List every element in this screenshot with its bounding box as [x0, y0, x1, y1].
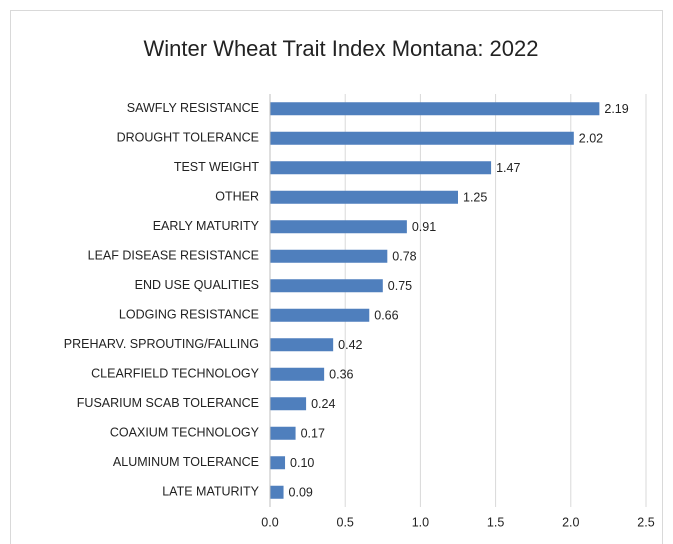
y-tick-label: TEST WEIGHT [174, 160, 260, 174]
y-tick-label: ALUMINUM TOLERANCE [113, 455, 259, 469]
bar [270, 249, 388, 263]
bar [270, 308, 370, 322]
bar [270, 279, 383, 293]
bar [270, 220, 407, 234]
x-tick-label: 2.0 [562, 515, 579, 529]
bar [270, 131, 574, 145]
bar [270, 397, 307, 411]
y-tick-label: LEAF DISEASE RESISTANCE [88, 249, 259, 263]
x-tick-label: 2.5 [637, 515, 654, 529]
value-label: 1.47 [496, 161, 520, 175]
bar [270, 338, 334, 352]
value-label: 0.78 [392, 250, 416, 264]
bar [270, 456, 286, 470]
bar [270, 367, 325, 381]
value-label: 2.02 [579, 132, 603, 146]
value-label: 1.25 [463, 191, 487, 205]
x-tick-label: 0.5 [337, 515, 354, 529]
y-tick-label: CLEARFIELD TECHNOLOGY [91, 367, 260, 381]
y-tick-label: EARLY MATURITY [153, 219, 260, 233]
value-label: 0.17 [301, 427, 325, 441]
x-tick-label: 0.0 [261, 515, 278, 529]
y-tick-label: COAXIUM TECHNOLOGY [110, 426, 260, 440]
value-label: 0.66 [374, 309, 398, 323]
y-tick-label: PREHARV. SPROUTING/FALLING [64, 337, 259, 351]
value-label: 0.09 [289, 486, 313, 500]
chart-title: Winter Wheat Trait Index Montana: 2022 [144, 36, 539, 61]
y-tick-label: END USE QUALITIES [135, 278, 259, 292]
value-label: 0.10 [290, 456, 314, 470]
bar [270, 485, 284, 499]
y-tick-label: DROUGHT TOLERANCE [117, 131, 259, 145]
y-tick-label: LATE MATURITY [162, 485, 259, 499]
value-label: 0.91 [412, 220, 436, 234]
bar [270, 426, 296, 440]
value-label: 0.24 [311, 397, 335, 411]
value-label: 2.19 [604, 102, 628, 116]
y-tick-label: LODGING RESISTANCE [119, 308, 259, 322]
value-label: 0.75 [388, 279, 412, 293]
chart-border [10, 10, 663, 544]
bar [270, 190, 458, 204]
bar [270, 161, 492, 175]
y-tick-label: SAWFLY RESISTANCE [127, 101, 259, 115]
x-tick-label: 1.5 [487, 515, 504, 529]
x-tick-label: 1.0 [412, 515, 429, 529]
bar [270, 102, 600, 116]
value-label: 0.42 [338, 338, 362, 352]
y-tick-label: OTHER [215, 190, 259, 204]
value-label: 0.36 [329, 368, 353, 382]
y-tick-label: FUSARIUM SCAB TOLERANCE [77, 396, 259, 410]
